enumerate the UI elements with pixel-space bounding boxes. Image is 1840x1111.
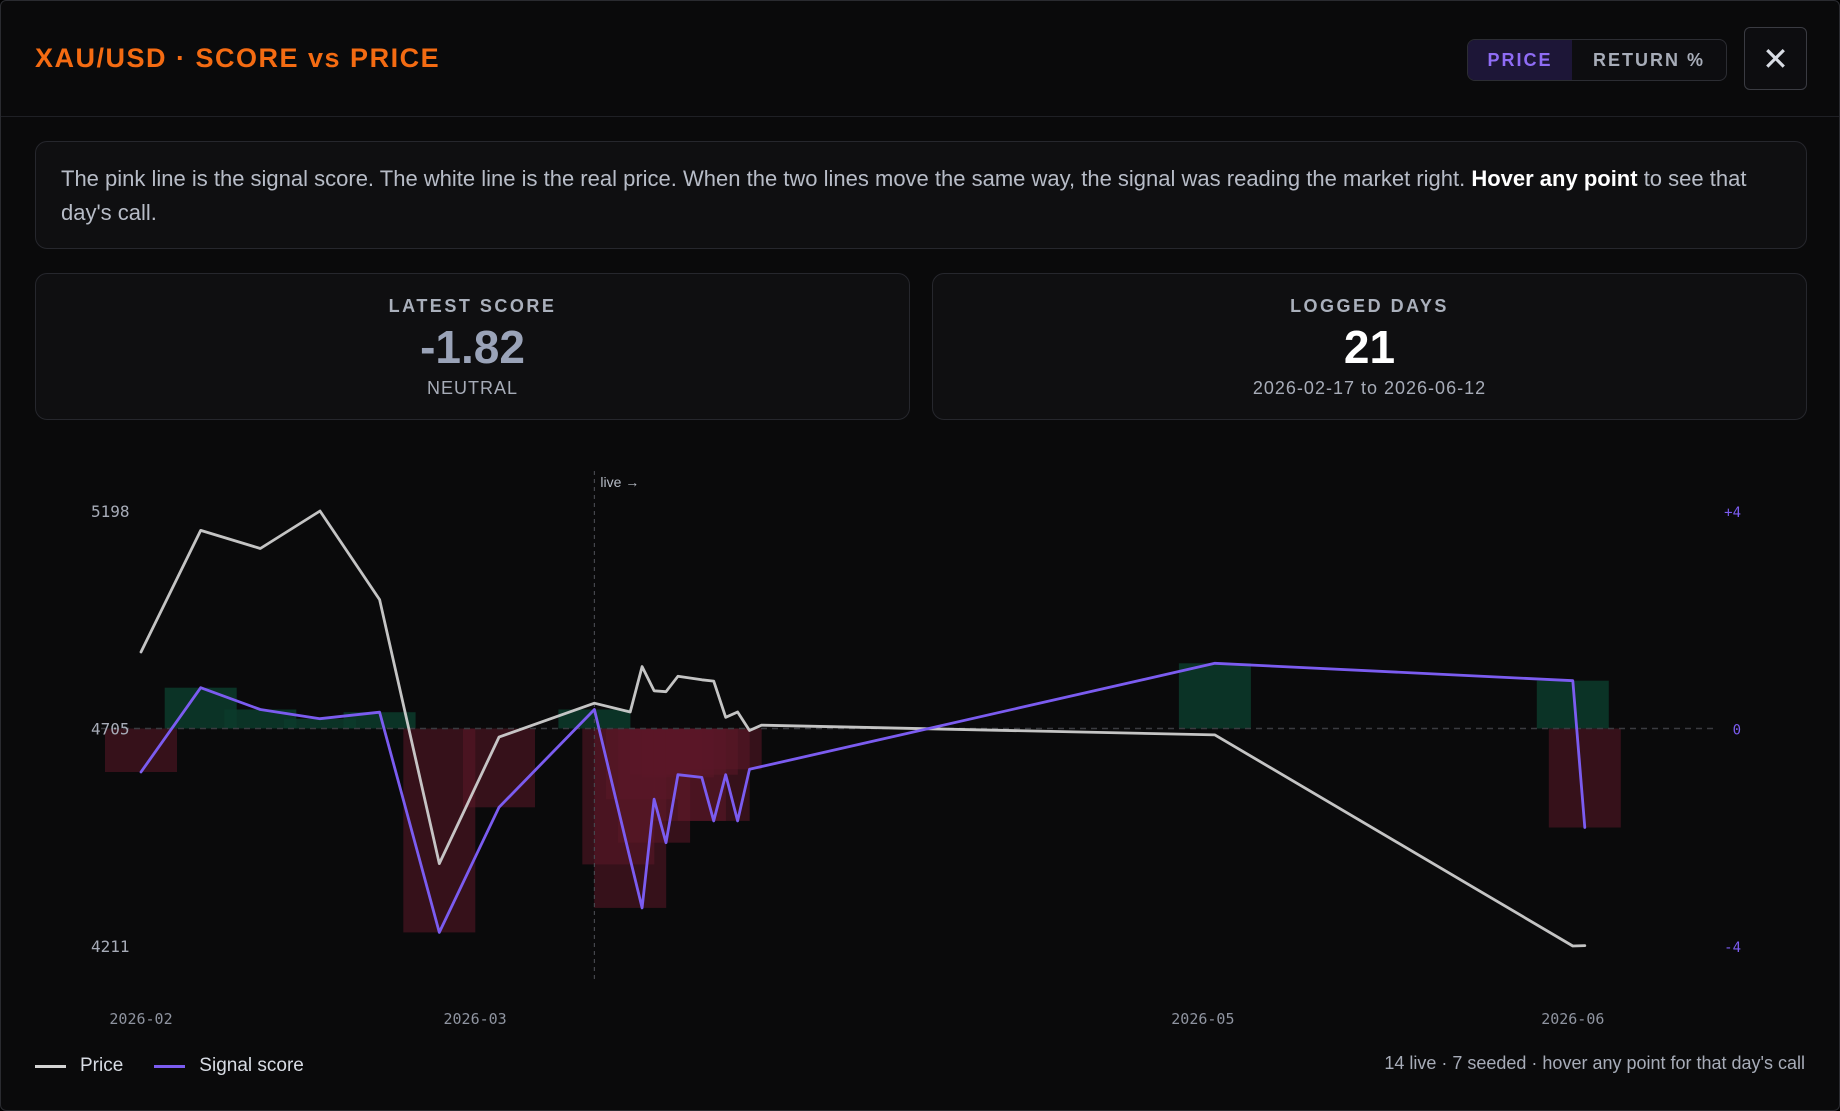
- price-point[interactable]: [1209, 729, 1221, 741]
- latest-score-label: LATEST SCORE: [388, 296, 557, 316]
- range-start: 2026-02-17: [1252, 378, 1355, 398]
- score-point[interactable]: [696, 771, 708, 783]
- info-text-bold: Hover any point: [1471, 166, 1638, 191]
- price-point[interactable]: [660, 686, 672, 698]
- latest-score-card: LATEST SCORE -1.82 NEUTRAL: [35, 273, 910, 420]
- legend-swatch-price: [35, 1064, 66, 1068]
- live-marker-label: live →: [600, 474, 639, 490]
- score-point[interactable]: [1567, 675, 1579, 687]
- price-point[interactable]: [648, 685, 660, 697]
- x-axis-tick-label: 2026-03: [443, 1010, 506, 1028]
- price-point[interactable]: [1579, 940, 1591, 952]
- legend-label-score: Signal score: [199, 1055, 304, 1076]
- price-point[interactable]: [708, 675, 720, 687]
- logged-days-value: 21: [1343, 321, 1396, 373]
- price-point[interactable]: [672, 670, 684, 682]
- score-point[interactable]: [135, 766, 147, 778]
- score-point[interactable]: [1209, 657, 1221, 669]
- logged-days-label: LOGGED DAYS: [1290, 296, 1449, 316]
- score-point[interactable]: [1579, 822, 1591, 834]
- x-axis-tick-label: 2026-02: [109, 1010, 172, 1028]
- score-point[interactable]: [648, 793, 660, 805]
- price-point[interactable]: [374, 594, 386, 606]
- price-line: [139, 509, 1587, 948]
- price-point[interactable]: [135, 646, 147, 658]
- legend-item-score: Signal score: [154, 1055, 304, 1077]
- score-point[interactable]: [254, 704, 266, 716]
- score-bar[interactable]: [1178, 663, 1251, 729]
- right-axis-tick-label: +4: [1724, 505, 1741, 521]
- price-point[interactable]: [696, 674, 708, 686]
- range-end: 2026-06-12: [1384, 378, 1487, 398]
- right-axis-tick-label: 0: [1733, 723, 1741, 739]
- price-point[interactable]: [1567, 940, 1579, 952]
- score-point[interactable]: [493, 801, 505, 813]
- score-point[interactable]: [708, 815, 720, 827]
- left-axis-tick-label: 4211: [91, 937, 130, 956]
- x-axis-tick-label: 2026-05: [1171, 1010, 1234, 1028]
- price-point[interactable]: [314, 505, 326, 517]
- score-point[interactable]: [433, 926, 445, 938]
- legend-item-price: Price: [35, 1055, 123, 1077]
- left-axis-tick-label: 4705: [91, 719, 130, 738]
- toggle-return-pct[interactable]: RETURN %: [1592, 49, 1705, 70]
- score-bar[interactable]: [284, 718, 356, 729]
- price-point[interactable]: [433, 858, 445, 870]
- price-point[interactable]: [195, 524, 207, 536]
- score-bar[interactable]: [463, 728, 535, 808]
- score-point[interactable]: [744, 763, 756, 775]
- score-point[interactable]: [660, 837, 672, 849]
- chart-footnote: 14 live · 7 seeded · hover any point for…: [1384, 1053, 1805, 1073]
- legend-label-price: Price: [80, 1055, 124, 1076]
- score-point[interactable]: [636, 902, 648, 914]
- price-point[interactable]: [720, 711, 732, 723]
- score-point[interactable]: [374, 706, 386, 718]
- x-axis-tick-label: 2026-06: [1541, 1010, 1604, 1028]
- info-text-start: The pink line is the signal score. The w…: [61, 166, 1472, 191]
- range-to: to: [1360, 378, 1378, 398]
- view-toggle: PRICE RETURN %: [1467, 39, 1727, 81]
- score-bar[interactable]: [224, 709, 297, 729]
- chart-legend: Price Signal score: [35, 1051, 335, 1081]
- score-point[interactable]: [732, 815, 744, 827]
- score-point[interactable]: [672, 769, 684, 781]
- price-point[interactable]: [636, 661, 648, 673]
- info-text-end: to see that day's call.: [61, 166, 1747, 225]
- price-point[interactable]: [624, 706, 636, 718]
- score-bar[interactable]: [343, 712, 416, 729]
- score-bar[interactable]: [689, 728, 762, 770]
- modal-title: XAU/USD · SCORE vs PRICE: [35, 43, 441, 73]
- latest-score-value: -1.82: [420, 321, 525, 373]
- latest-score-state: NEUTRAL: [426, 378, 518, 398]
- logged-days-card: LOGGED DAYS 21 2026-02-17 to 2026-06-12: [932, 273, 1807, 420]
- modal-header: XAU/USD · SCORE vs PRICE PRICE RETURN % …: [1, 1, 1839, 117]
- signal-score-line: [139, 661, 1587, 934]
- right-axis-tick-label: -4: [1724, 940, 1741, 956]
- price-point[interactable]: [756, 719, 768, 731]
- price-point[interactable]: [254, 543, 266, 555]
- score-point[interactable]: [314, 713, 326, 725]
- logged-days-range: 2026-02-17 to 2026-06-12: [933, 378, 1806, 399]
- legend-swatch-score: [154, 1064, 186, 1068]
- close-button[interactable]: ✕: [1744, 27, 1807, 90]
- price-point[interactable]: [732, 706, 744, 718]
- info-box: The pink line is the signal score. The w…: [35, 141, 1807, 249]
- score-point[interactable]: [588, 704, 600, 716]
- score-price-chart[interactable]: live → 5198 4705 4211 +4 0 -4 2026-02 2026-03 202…: [1, 441, 1840, 1031]
- price-point[interactable]: [493, 731, 505, 743]
- price-point[interactable]: [744, 725, 756, 737]
- score-point[interactable]: [624, 853, 636, 865]
- score-point[interactable]: [720, 769, 732, 781]
- left-axis-tick-label: 5198: [91, 502, 130, 521]
- toggle-price[interactable]: PRICE: [1468, 40, 1572, 80]
- score-point[interactable]: [195, 682, 207, 694]
- close-icon: ✕: [1762, 40, 1789, 77]
